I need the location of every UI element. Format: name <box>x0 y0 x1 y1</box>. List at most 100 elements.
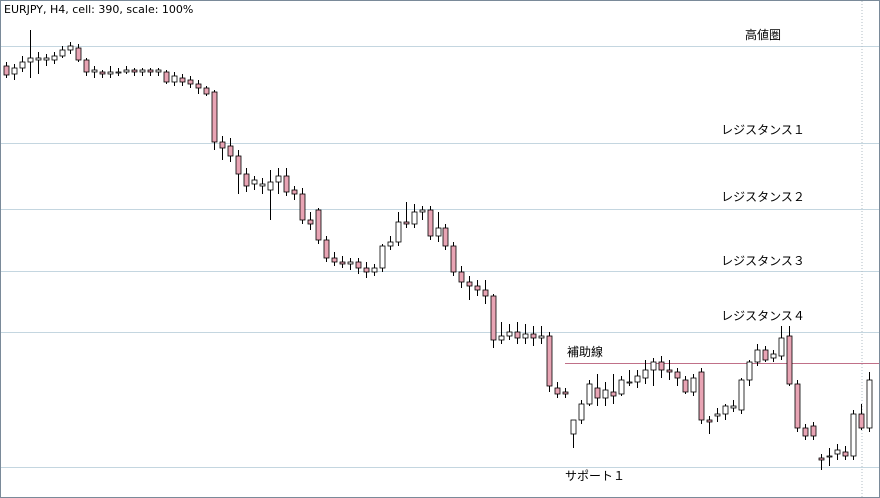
candle-body <box>371 267 378 273</box>
candle-body <box>347 261 354 265</box>
candle-body <box>810 425 817 437</box>
candle-body <box>562 391 569 395</box>
candle-body <box>858 413 865 429</box>
candle-body <box>307 219 314 225</box>
candle-body <box>442 227 449 247</box>
candle-body <box>99 71 106 75</box>
candle-body <box>123 69 130 73</box>
candle-body <box>339 261 346 265</box>
candle-body <box>267 181 274 191</box>
candle-body <box>35 57 42 61</box>
candle-body <box>722 405 729 415</box>
candle-body <box>602 389 609 399</box>
candle-body <box>634 375 641 383</box>
candle-body <box>235 155 242 175</box>
candle-body <box>219 141 226 149</box>
level-label: 補助線 <box>567 344 603 359</box>
candle-body <box>506 331 513 337</box>
candle-body <box>203 87 210 95</box>
candle-body <box>11 67 18 75</box>
candle-body <box>458 271 465 283</box>
candle-body <box>578 403 585 421</box>
candle-body <box>251 179 258 185</box>
candle-body <box>139 69 146 73</box>
candle-body <box>387 241 394 247</box>
candle-body <box>738 379 745 411</box>
candle-body <box>786 335 793 385</box>
candle-body <box>67 45 74 51</box>
candle-body <box>395 221 402 243</box>
candle-body <box>682 379 689 393</box>
candle-body <box>243 173 250 187</box>
candle-body <box>746 361 753 381</box>
candle-body <box>299 193 306 221</box>
candle-body <box>291 189 298 195</box>
candle-body <box>450 245 457 273</box>
candle-body <box>91 69 98 73</box>
candle-body <box>538 335 545 339</box>
candle-body <box>403 221 410 225</box>
candle-body <box>355 261 362 269</box>
candle-body <box>163 71 170 83</box>
candle-body <box>778 337 785 357</box>
level-label: 高値圏 <box>745 27 781 42</box>
candle-body <box>522 333 529 339</box>
candle-body <box>427 209 434 237</box>
candle-body <box>51 55 58 61</box>
candle-body <box>323 239 330 259</box>
candle-body <box>514 331 521 339</box>
candle-body <box>75 47 82 61</box>
candle-body <box>187 79 194 85</box>
candle-body <box>618 379 625 395</box>
candle-body <box>474 285 481 291</box>
level-label: レジスタンス３ <box>721 254 805 268</box>
candle-body <box>594 387 601 399</box>
candle-body <box>610 391 617 397</box>
candle-body <box>666 369 673 373</box>
candle-body <box>155 69 162 73</box>
candle-body <box>490 295 497 341</box>
candle-body <box>586 383 593 405</box>
candle-body <box>658 361 665 371</box>
candle-body <box>259 183 266 187</box>
candle-body <box>419 209 426 213</box>
candle-body <box>59 49 66 57</box>
candle-body <box>211 91 218 143</box>
candle-body <box>275 175 282 183</box>
candle-body <box>626 381 633 384</box>
candle-body <box>730 405 737 409</box>
candle-body <box>19 61 26 69</box>
candle-body <box>530 333 537 339</box>
candle-body <box>107 71 114 75</box>
candle-body <box>131 69 138 73</box>
candle-body <box>411 211 418 225</box>
candle-body <box>850 413 857 457</box>
candle-body <box>466 281 473 287</box>
candle-body <box>115 71 122 74</box>
candle-body <box>642 369 649 379</box>
candle-body <box>3 65 10 76</box>
candle-body <box>179 77 186 83</box>
candle-body <box>498 335 505 341</box>
level-label: レジスタンス４ <box>721 309 805 323</box>
candle-body <box>698 371 705 421</box>
chart-title: EURJPY, H4, cell: 390, scale: 100% <box>4 3 193 16</box>
candle-body <box>315 209 322 241</box>
candle-body <box>866 379 873 429</box>
candle-body <box>706 419 713 423</box>
candle-body <box>379 245 386 269</box>
candle-body <box>570 419 577 435</box>
candle-body <box>227 145 234 157</box>
candle-body <box>754 349 761 363</box>
candle-body <box>794 383 801 429</box>
candle-body <box>27 57 34 63</box>
candle-body <box>818 457 825 461</box>
candle-body <box>283 175 290 193</box>
candle-body <box>674 371 681 379</box>
candle-body <box>331 257 338 263</box>
candle-body <box>826 455 833 458</box>
candle-body <box>546 335 553 387</box>
candle-body <box>171 75 178 83</box>
